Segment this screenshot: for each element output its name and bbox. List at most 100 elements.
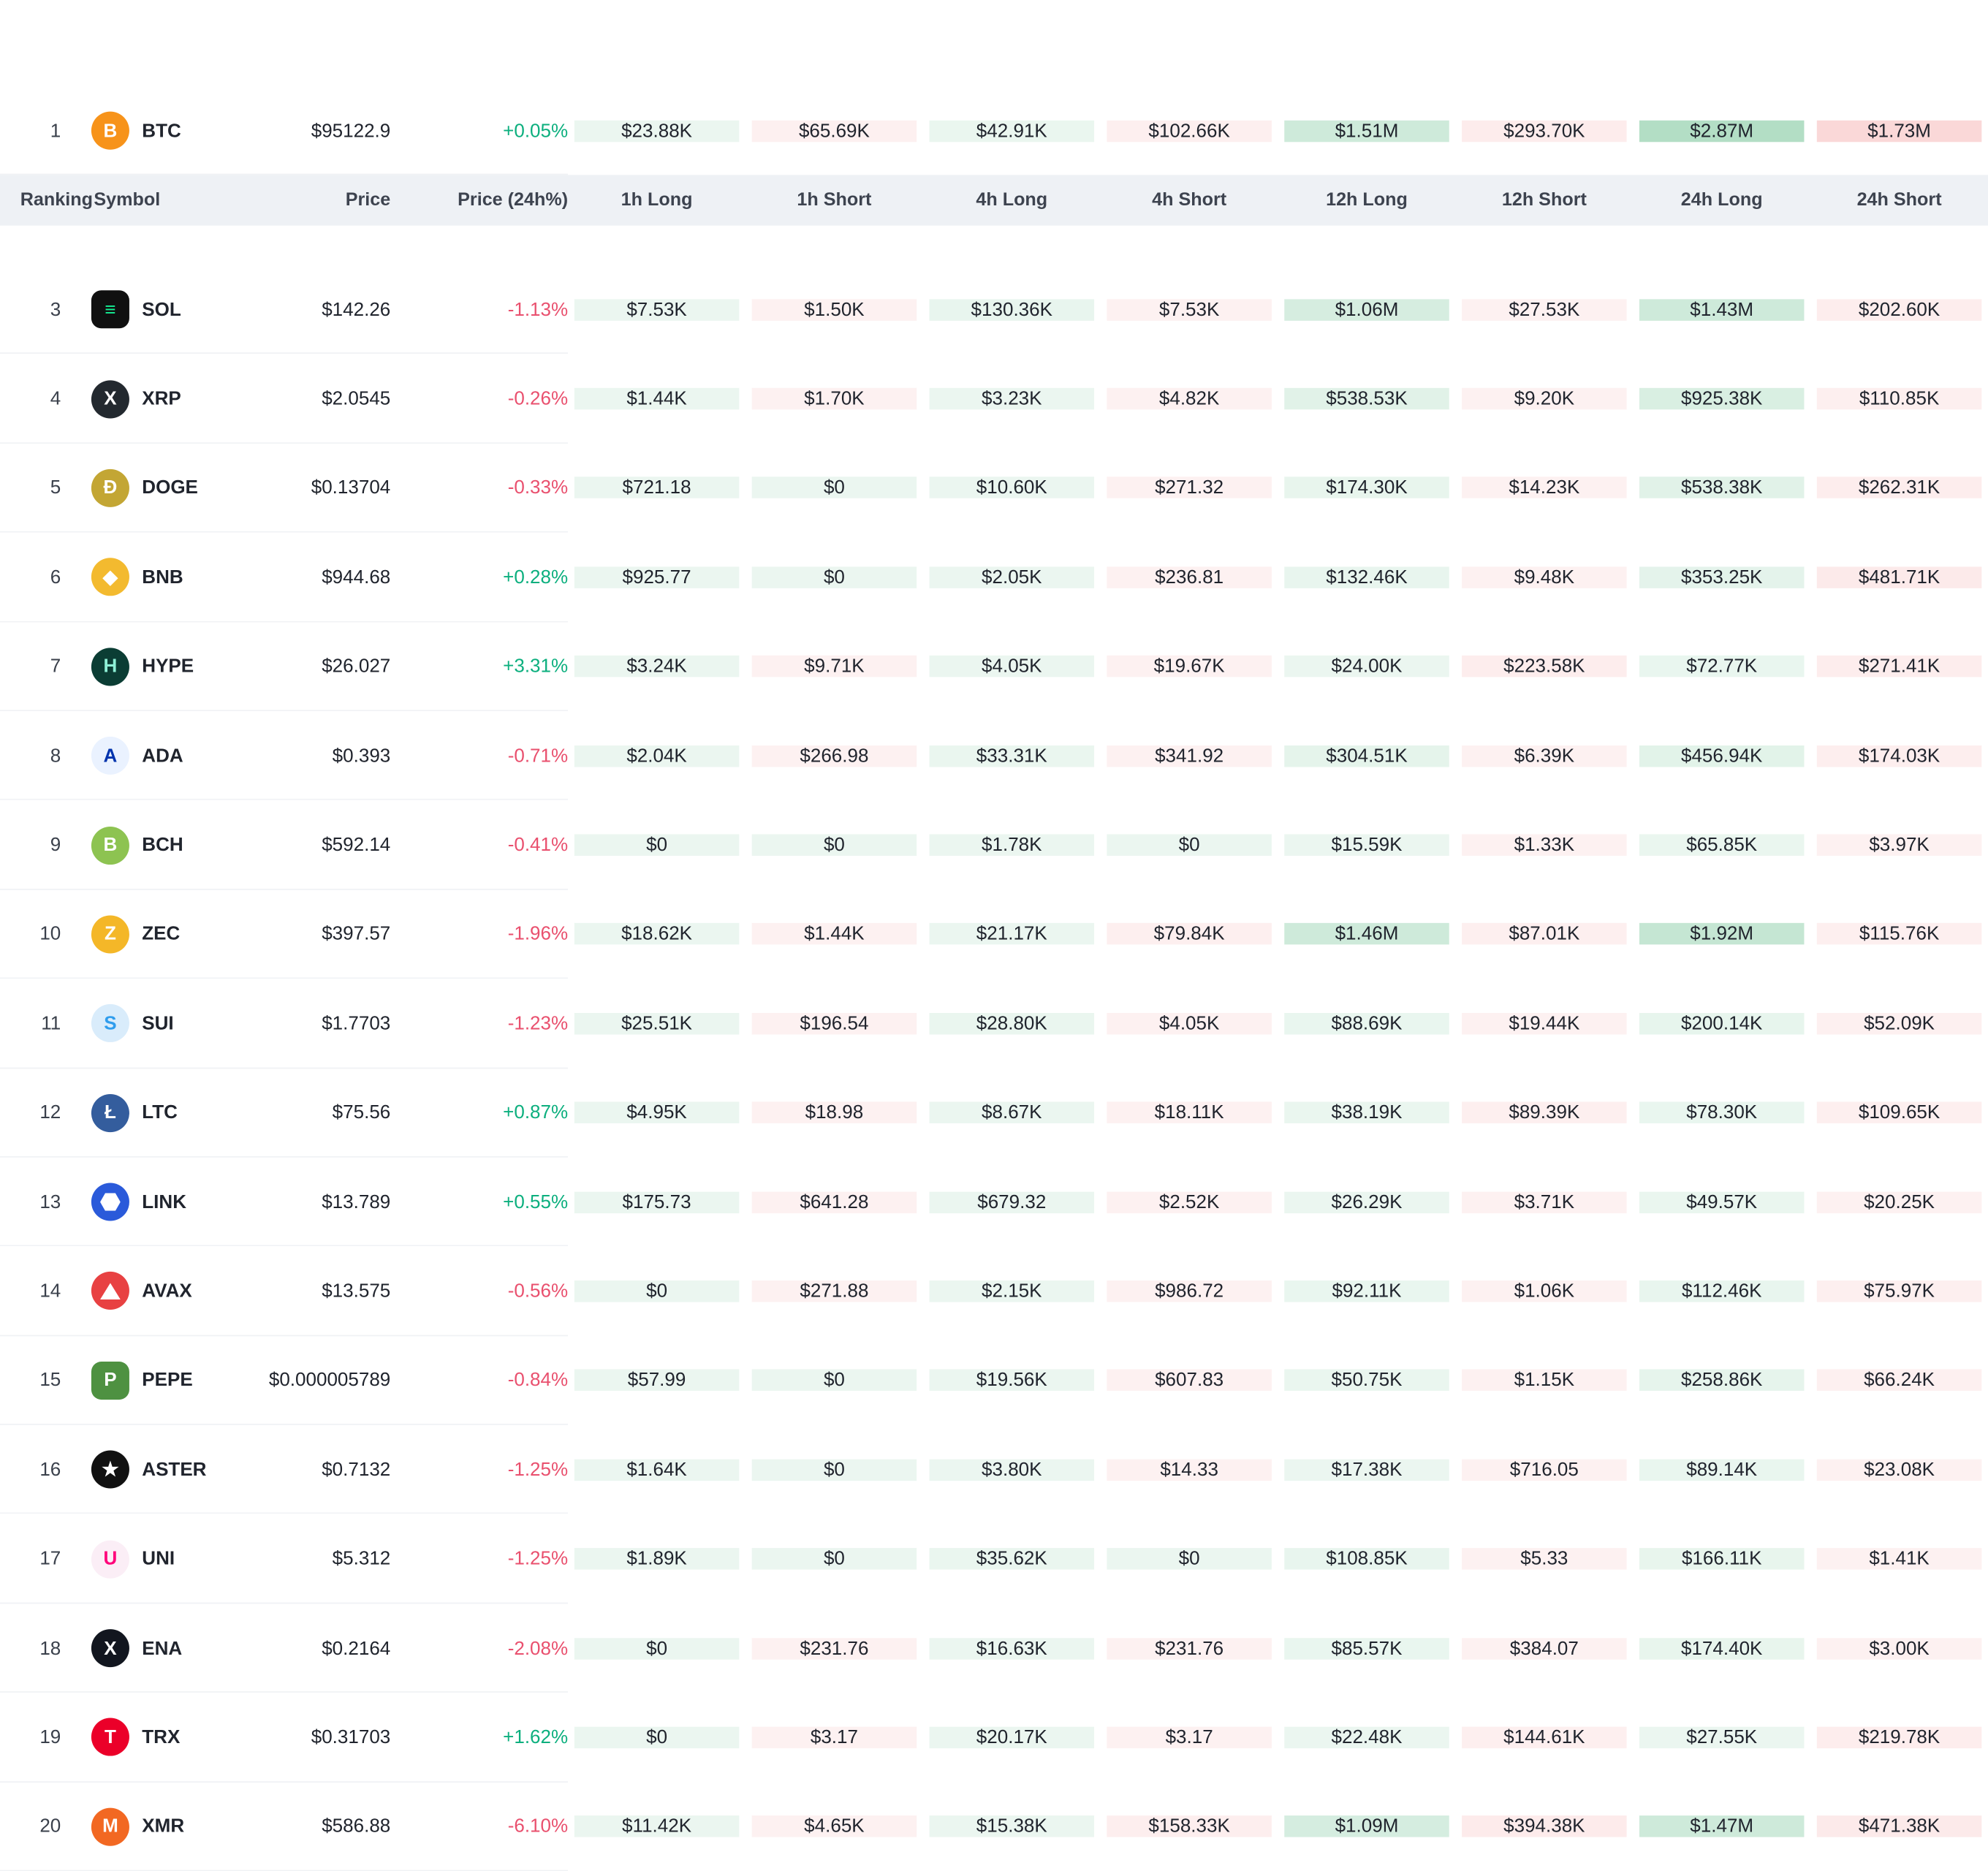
column-header-1h-long[interactable]: 1h Long — [621, 190, 693, 211]
column-header-price-24h[interactable]: Price (24h%) — [458, 190, 569, 211]
price-change-cell: +0.05% — [503, 120, 569, 142]
symbol-cell: H HYPE — [71, 622, 243, 711]
liq-cell-24h-long: $538.38K — [1639, 477, 1805, 499]
table-row[interactable]: 12 Ł LTC $75.56 +0.87% $4.95K $18.98 $8.67K $18.… — [0, 1068, 1988, 1158]
liq-cell-12h-short: $9.48K — [1462, 566, 1627, 588]
liq-cell-1h-short: $1.70K — [751, 387, 917, 410]
liq-cell-1h-long: $57.99 — [574, 1370, 740, 1392]
symbol-label: PEPE — [142, 1370, 193, 1392]
liq-cell-24h-short: $262.31K — [1816, 477, 1982, 499]
price-cell: $944.68 — [322, 566, 391, 588]
liq-cell-12h-short: $27.53K — [1462, 298, 1627, 321]
price-cell: $26.027 — [322, 656, 391, 678]
liq-cell-1h-short: $266.98 — [751, 745, 917, 767]
column-header-12h-long[interactable]: 12h Long — [1326, 190, 1408, 211]
liq-cell-1h-long: $1.44K — [574, 387, 740, 410]
symbol-label: TRX — [142, 1726, 181, 1749]
liq-cell-4h-short: $231.76 — [1107, 1637, 1272, 1659]
price-change-cell: -1.23% — [507, 1012, 569, 1035]
liq-cell-4h-long: $4.05K — [929, 656, 1095, 678]
liq-cell-12h-short: $3.71K — [1462, 1191, 1627, 1213]
table-row[interactable]: 19 T TRX $0.31703 +1.62% $0 $3.17 $20.17K $3.17 $… — [0, 1693, 1988, 1783]
price-change-cell: +0.55% — [503, 1191, 569, 1213]
liq-cell-24h-short: $75.97K — [1816, 1280, 1982, 1302]
symbol-label: BTC — [142, 120, 181, 142]
bnb-coin-icon: ◆ — [91, 558, 129, 596]
rank-cell: 16 — [39, 1459, 61, 1481]
doge-coin-icon: Ð — [91, 468, 129, 507]
price-change-cell: -0.26% — [507, 387, 569, 410]
liq-cell-24h-short: $3.97K — [1816, 834, 1982, 856]
column-header-4h-long[interactable]: 4h Long — [976, 190, 1048, 211]
liq-cell-4h-long: $19.56K — [929, 1370, 1095, 1392]
liq-cell-24h-short: $52.09K — [1816, 1012, 1982, 1035]
table-row[interactable]: 14 AVAX $13.575 -0.56% $0 $271.88 $2.15K $986.7… — [0, 1246, 1988, 1336]
liq-cell-1h-long: $0 — [574, 1726, 740, 1749]
symbol-cell: S SUI — [71, 979, 243, 1068]
symbol-cell: ★ ASTER — [71, 1425, 243, 1514]
price-cell: $586.88 — [322, 1815, 391, 1838]
price-change-cell: -1.25% — [507, 1548, 569, 1570]
liq-cell-1h-short: $3.17 — [751, 1726, 917, 1749]
column-header-12h-short[interactable]: 12h Short — [1501, 190, 1587, 211]
table-row[interactable]: 16 ★ ASTER $0.7132 -1.25% $1.64K $0 $3.80K $14.3… — [0, 1424, 1988, 1515]
rank-cell: 7 — [50, 656, 61, 678]
symbol-label: BCH — [142, 834, 183, 856]
liq-cell-24h-long: $2.87M — [1639, 120, 1805, 142]
liq-cell-24h-long: $174.40K — [1639, 1637, 1805, 1659]
table-row[interactable]: 17 U UNI $5.312 -1.25% $1.89K $0 $35.62K $0 $108.… — [0, 1514, 1988, 1604]
table-row[interactable]: 3 ≡ SOL $142.26 -1.13% $7.53K $1.50K $130.36K $7… — [0, 265, 1988, 354]
rank-cell: 17 — [39, 1548, 61, 1570]
table-row[interactable]: 9 B BCH $592.14 -0.41% $0 $0 $1.78K $0 $15.59K $1.… — [0, 800, 1988, 890]
liq-cell-1h-long: $11.42K — [574, 1815, 740, 1838]
liq-cell-24h-long: $1.92M — [1639, 923, 1805, 946]
rank-cell: 6 — [50, 566, 61, 588]
column-header-24h-short[interactable]: 24h Short — [1856, 190, 1942, 211]
symbol-cell: X XRP — [71, 354, 243, 444]
column-header-1h-short[interactable]: 1h Short — [797, 190, 872, 211]
table-row[interactable]: 15 P PEPE $0.000005789 -0.84% $57.99 $0 $19.56K… — [0, 1335, 1988, 1425]
table-row[interactable]: 10 Z ZEC $397.57 -1.96% $18.62K $1.44K $21.17K $… — [0, 889, 1988, 979]
liq-cell-4h-short: $79.84K — [1107, 923, 1272, 946]
table-row[interactable]: 6 ◆ BNB $944.68 +0.28% $925.77 $0 $2.05K $236.81… — [0, 532, 1988, 622]
column-header-ranking[interactable]: Ranking — [20, 190, 93, 211]
liq-cell-24h-long: $89.14K — [1639, 1459, 1805, 1481]
liq-cell-24h-short: $109.65K — [1816, 1101, 1982, 1124]
liq-cell-12h-long: $26.29K — [1284, 1191, 1449, 1213]
column-header-4h-short[interactable]: 4h Short — [1152, 190, 1227, 211]
table-row[interactable]: 5 Ð DOGE $0.13704 -0.33% $721.18 $0 $10.60K $271… — [0, 443, 1988, 533]
liq-cell-4h-long: $15.38K — [929, 1815, 1095, 1838]
table-row[interactable]: 11 S SUI $1.7703 -1.23% $25.51K $196.54 $28.80K… — [0, 979, 1988, 1069]
symbol-label: BNB — [142, 566, 183, 588]
column-header-symbol[interactable]: Symbol — [94, 190, 161, 211]
price-cell: $142.26 — [322, 298, 391, 321]
liq-cell-12h-short: $144.61K — [1462, 1726, 1627, 1749]
table-row[interactable]: 7 H HYPE $26.027 +3.31% $3.24K $9.71K $4.05K $19… — [0, 621, 1988, 712]
table-row[interactable]: 8 A ADA $0.393 -0.71% $2.04K $266.98 $33.31K $34… — [0, 711, 1988, 801]
liq-cell-1h-long: $7.53K — [574, 298, 740, 321]
column-header-price[interactable]: Price — [345, 190, 391, 211]
liq-cell-24h-long: $925.38K — [1639, 387, 1805, 410]
table-row[interactable]: 4 X XRP $2.0545 -0.26% $1.44K $1.70K $3.23K $4.8… — [0, 354, 1988, 444]
liq-cell-1h-short: $0 — [751, 1548, 917, 1570]
liq-cell-24h-short: $271.41K — [1816, 656, 1982, 678]
symbol-label: LTC — [142, 1101, 178, 1124]
liq-cell-4h-long: $8.67K — [929, 1101, 1095, 1124]
liq-cell-4h-short: $607.83 — [1107, 1370, 1272, 1392]
partial-row-slot — [0, 225, 1988, 265]
liq-cell-4h-long: $21.17K — [929, 923, 1095, 946]
liq-cell-1h-long: $0 — [574, 1637, 740, 1659]
column-header-24h-long[interactable]: 24h Long — [1680, 190, 1763, 211]
price-cell: $13.789 — [322, 1191, 391, 1213]
pepe-coin-icon: P — [91, 1361, 129, 1400]
price-change-cell: -0.84% — [507, 1370, 569, 1392]
table-row[interactable]: 13 LINK $13.789 +0.55% $175.73 $641.28 $679.32… — [0, 1157, 1988, 1247]
liq-cell-12h-short: $87.01K — [1462, 923, 1627, 946]
liq-cell-1h-short: $271.88 — [751, 1280, 917, 1302]
table-row[interactable]: 1 B BTC $95122.9 +0.05% $23.88K $65.69K $42.91K… — [0, 86, 1988, 176]
liq-cell-1h-short: $0 — [751, 477, 917, 499]
table-row[interactable]: 20 M XMR $586.88 -6.10% $11.42K $4.65K $15.38K $… — [0, 1782, 1988, 1871]
symbol-label: ENA — [142, 1637, 183, 1659]
table-row[interactable]: 18 X ENA $0.2164 -2.08% $0 $231.76 $16.63K $231.… — [0, 1604, 1988, 1693]
price-change-cell: +0.28% — [503, 566, 569, 588]
